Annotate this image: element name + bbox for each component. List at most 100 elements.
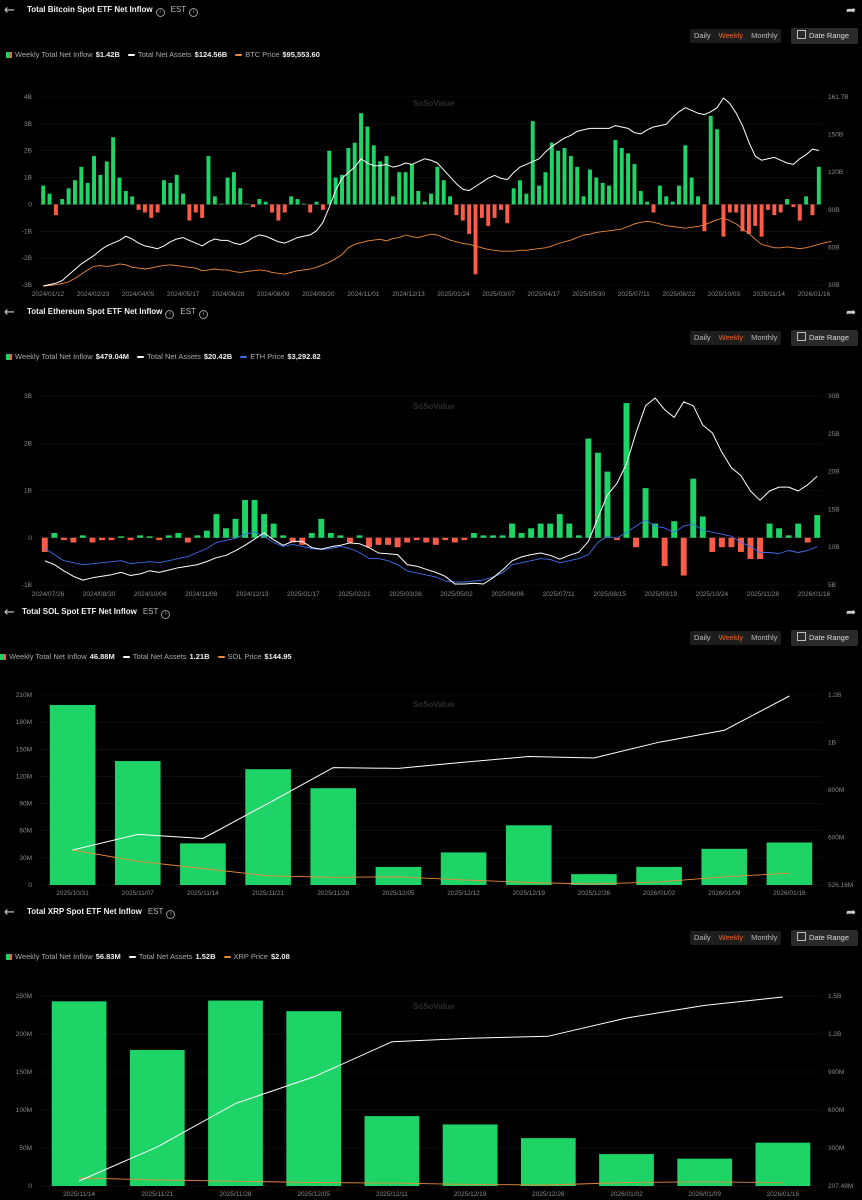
info-icon[interactable]: i (198, 310, 208, 319)
inflow-bar (505, 204, 510, 224)
inflow-bar (680, 537, 687, 576)
x-tick-label: 2025/11/21 (252, 890, 284, 897)
period-daily[interactable]: Daily (694, 333, 711, 342)
calendar-icon (797, 932, 806, 941)
inflow-bar (409, 164, 414, 205)
legend-swatch (127, 54, 135, 56)
back-arrow-icon[interactable]: ← (4, 905, 15, 920)
date-range-button[interactable]: Date Range (791, 28, 858, 44)
y-left-tick-label: 30M (19, 855, 32, 862)
legend-assets[interactable]: Total Net Assets 1.21B (122, 651, 210, 663)
inflow-bar (397, 172, 402, 205)
back-arrow-icon[interactable]: ← (4, 605, 15, 620)
inflow-bar (174, 174, 179, 205)
inflow-bar (791, 204, 796, 208)
period-daily[interactable]: Daily (694, 933, 711, 942)
inflow-bar (365, 126, 370, 205)
share-icon[interactable]: ➦ (845, 305, 856, 319)
inflow-bar (85, 182, 90, 205)
y-right-tick-label: 300M (828, 1145, 844, 1152)
inflow-bar (49, 704, 96, 885)
period-weekly[interactable]: Weekly (718, 333, 744, 342)
period-monthly[interactable]: Monthly (751, 333, 778, 342)
share-icon[interactable]: ➦ (845, 605, 856, 619)
x-tick-label: 2025/04/17 (527, 291, 560, 298)
legend-price[interactable]: XRP Price $2.08 (223, 951, 290, 963)
y-left-tick-label: -1B (22, 582, 32, 589)
inflow-bar (599, 1154, 654, 1186)
legend-swatch (6, 354, 12, 360)
inflow-bar (99, 537, 105, 541)
period-weekly[interactable]: Weekly (718, 633, 744, 642)
period-monthly[interactable]: Monthly (751, 31, 778, 40)
period-weekly[interactable]: Weekly (718, 31, 744, 40)
y-left-tick-label: 50M (19, 1145, 32, 1152)
inflow-bar (473, 204, 478, 275)
inflow-bar (728, 537, 735, 548)
eth-chart: 3B 2B 1B 0 -1B 30B 25B 20B 15B 10B 5B 2024/07/26 202… (22, 393, 840, 598)
net-assets-line (78, 996, 783, 1182)
legend-assets[interactable]: Total Net Assets $20.42B (137, 351, 232, 363)
legend-price[interactable]: ETH Price $3,292.82 (240, 351, 321, 363)
chart-legend: Weekly Total Net Inflow 46.88M Total Net … (0, 651, 292, 663)
inflow-bar (734, 204, 739, 213)
inflow-bar (79, 535, 86, 538)
legend-price[interactable]: BTC Price $95,553.60 (235, 49, 320, 61)
x-tick-label: 2025/01/24 (437, 291, 470, 298)
inflow-bar (490, 535, 496, 538)
period-daily[interactable]: Daily (694, 633, 711, 642)
inflow-bar (670, 201, 675, 205)
legend-inflow[interactable]: Weekly Total Net Inflow 56.83M (6, 951, 121, 963)
period-daily[interactable]: Daily (694, 31, 711, 40)
period-weekly[interactable]: Weekly (718, 933, 744, 942)
y-right-tick-label: 900M (828, 1069, 844, 1076)
inflow-bar (111, 137, 116, 205)
x-tick-label: 2025/07/11 (618, 291, 650, 298)
share-icon[interactable]: ➦ (845, 3, 856, 17)
watermark: SoSoValue (413, 1002, 455, 1011)
legend-inflow[interactable]: Weekly Total Net Inflow 46.88M (0, 651, 115, 663)
date-range-button[interactable]: Date Range (791, 630, 858, 646)
inflow-bar (759, 204, 764, 237)
inflow-bar (740, 204, 745, 232)
back-arrow-icon[interactable]: ← (4, 3, 15, 18)
inflow-bar (626, 153, 631, 205)
inflow-bar (203, 530, 210, 538)
x-tick-label: 2024/12/13 (236, 591, 269, 598)
back-arrow-icon[interactable]: ← (4, 305, 15, 320)
legend-inflow[interactable]: Weekly Total Net Inflow $479.04M (6, 351, 129, 363)
y-left-tick-label: 100M (16, 1107, 32, 1114)
y-left-tick-label: 1B (24, 175, 32, 182)
share-icon[interactable]: ➦ (845, 905, 856, 919)
inflow-bar (416, 191, 421, 205)
legend-inflow[interactable]: Weekly Total Net Inflow $1.42B (6, 49, 120, 61)
legend-assets[interactable]: Total Net Assets $124.56B (127, 49, 227, 61)
inflow-bar (797, 204, 802, 221)
date-range-button[interactable]: Date Range (791, 330, 858, 346)
y-right-tick-label: 120B (828, 169, 843, 176)
period-monthly[interactable]: Monthly (751, 933, 778, 942)
inflow-bar (778, 204, 783, 213)
x-tick-label: 2025/11/21 (141, 1191, 173, 1198)
legend-price[interactable]: SOL Price $144.95 (217, 651, 292, 663)
info-icon[interactable]: i (166, 910, 176, 919)
net-assets-line (44, 397, 818, 585)
date-range-button[interactable]: Date Range (791, 930, 858, 946)
period-monthly[interactable]: Monthly (751, 633, 778, 642)
info-icon[interactable]: i (161, 610, 171, 619)
info-icon[interactable]: i (155, 8, 165, 17)
inflow-bar (51, 533, 58, 538)
inflow-bar (156, 537, 163, 541)
x-tick-label: 2026/01/09 (708, 890, 741, 897)
x-tick-label: 2024/02/23 (77, 291, 110, 298)
legend-assets[interactable]: Total Net Assets 1.52B (128, 951, 216, 963)
info-icon[interactable]: i (189, 8, 199, 17)
inflow-bar (451, 537, 458, 543)
info-icon[interactable]: i (165, 310, 175, 319)
x-tick-label: 2026/01/02 (643, 890, 676, 897)
inflow-bar (242, 499, 248, 538)
inflow-bar (547, 523, 554, 538)
y-right-tick-label: 600M (828, 1107, 844, 1114)
chart-legend: Weekly Total Net Inflow 56.83M Total Net … (6, 951, 290, 963)
inflow-bar (364, 1116, 420, 1186)
